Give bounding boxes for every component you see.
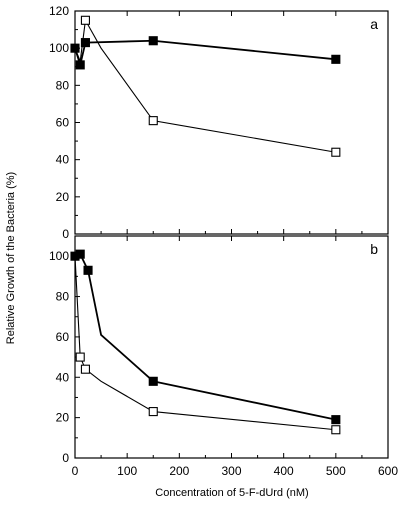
panel-b-y-tick-label: 60 <box>56 330 70 344</box>
y-axis-title: Relative Growth of the Bacteria (%) <box>5 172 17 344</box>
panel-b-series-2-line <box>74 256 336 431</box>
panel-b-series-2-point <box>80 364 90 374</box>
panel-a-series-1-point <box>80 38 90 48</box>
x-tick-label: 0 <box>72 464 79 478</box>
panel-a-series-2-line <box>74 18 336 153</box>
panel-a-series-1-point <box>148 36 158 46</box>
x-axis-title: Concentration of 5-F-dUrd (nM) <box>155 487 308 499</box>
panel-a-y-tick-label: 0 <box>62 227 69 241</box>
panel-b-series-2-point <box>331 425 341 435</box>
x-tick-label: 100 <box>117 464 137 478</box>
panel-b-y-tick-label: 80 <box>56 290 70 304</box>
panel-b-series-1-point <box>83 265 93 275</box>
x-tick-label: 600 <box>378 464 398 478</box>
panel-b-y-tick-label: 0 <box>62 451 69 465</box>
panel-a-y-tick-label: 40 <box>56 153 70 167</box>
panel-b-letter: b <box>370 241 378 257</box>
panel-b-frame <box>74 235 389 459</box>
panel-b-y-tick-label: 20 <box>56 411 70 425</box>
panel-a-y-tick-label: 60 <box>56 116 70 130</box>
panel-b-series-2-point <box>148 407 158 417</box>
panel-a-series-2-point <box>331 147 341 157</box>
x-tick-label: 500 <box>326 464 346 478</box>
panel-a-y-tick-label: 120 <box>49 4 69 18</box>
panel-a-series-1-point <box>331 54 341 64</box>
panel-a-series-1-line <box>74 39 336 69</box>
panel-b-series-2-point <box>75 352 85 362</box>
panel-b-series-1-point <box>75 249 85 259</box>
panel-a-y-tick-label: 20 <box>56 190 70 204</box>
panel-a-series-2-point <box>80 15 90 25</box>
x-axis-ticks: 0 100 200 300 400 500 600 <box>72 464 399 478</box>
x-tick-label: 300 <box>221 464 241 478</box>
panel-b-y-tick-label: 100 <box>49 249 69 263</box>
panel-a-y-tick-label: 80 <box>56 78 70 92</box>
panel-b-series-1-point <box>148 376 158 386</box>
panel-a-y-tick-label: 100 <box>49 41 69 55</box>
x-tick-label: 400 <box>274 464 294 478</box>
panel-b-plot: 0 20 40 60 80 100 b <box>49 235 389 465</box>
x-tick-label: 200 <box>169 464 189 478</box>
panel-a-series-2-point <box>148 116 158 126</box>
panel-a-frame <box>74 10 389 235</box>
panel-b-y-tick-label: 40 <box>56 370 70 384</box>
panel-b-series-1-point <box>331 415 341 425</box>
panel-b-series-1-line <box>74 253 337 421</box>
panel-a-letter: a <box>370 16 378 32</box>
panel-a-plot: 0 20 40 60 80 100 120 a <box>49 4 389 241</box>
